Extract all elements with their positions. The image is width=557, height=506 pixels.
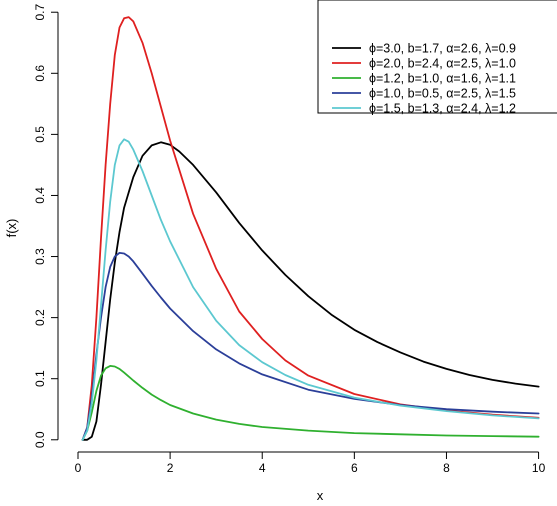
y-tick-label: 0.7 bbox=[33, 4, 47, 21]
y-tick-label: 0.4 bbox=[33, 187, 47, 204]
series-line-2 bbox=[81, 16, 540, 441]
y-axis: 0.0 0.1 0.2 0.3 0.4 0.5 0.6 0.7 bbox=[33, 4, 59, 448]
y-tick-label: 0.0 bbox=[33, 431, 47, 448]
legend-label-2: ϕ=2.0, b=2.4, α=2.5, λ=1.0 bbox=[369, 57, 516, 71]
x-tick-label: 8 bbox=[443, 461, 450, 475]
legend-label-4: ϕ=1.0, b=0.5, α=2.5, λ=1.5 bbox=[369, 87, 516, 101]
x-tick-label: 10 bbox=[532, 461, 546, 475]
x-tick-label: 4 bbox=[259, 461, 266, 475]
x-axis: 0 2 4 6 8 10 bbox=[75, 451, 546, 475]
legend: ϕ=3.0, b=1.7, α=2.6, λ=0.9ϕ=2.0, b=2.4, … bbox=[317, 0, 557, 116]
series-line-4 bbox=[81, 251, 540, 441]
x-tick-label: 0 bbox=[75, 461, 82, 475]
y-tick-label: 0.2 bbox=[33, 309, 47, 326]
series-layer bbox=[81, 16, 540, 441]
y-tick-label: 0.6 bbox=[33, 65, 47, 82]
series-line-3 bbox=[81, 364, 540, 441]
legend-label-5: ϕ=1.5, b=1.3, α=2.4, λ=1.2 bbox=[369, 102, 516, 116]
x-tick-label: 2 bbox=[167, 461, 174, 475]
y-tick-label: 0.1 bbox=[33, 370, 47, 387]
legend-label-1: ϕ=3.0, b=1.7, α=2.6, λ=0.9 bbox=[369, 42, 516, 56]
y-axis-title: f(x) bbox=[4, 219, 19, 238]
y-tick-label: 0.3 bbox=[33, 248, 47, 265]
x-tick-label: 6 bbox=[351, 461, 358, 475]
legend-box bbox=[317, 0, 557, 114]
legend-label-3: ϕ=1.2, b=1.0, α=1.6, λ=1.1 bbox=[369, 72, 516, 86]
y-tick-label: 0.5 bbox=[33, 126, 47, 143]
series-line-1 bbox=[81, 141, 540, 441]
series-line-5 bbox=[81, 138, 540, 441]
x-axis-title: x bbox=[317, 488, 324, 503]
